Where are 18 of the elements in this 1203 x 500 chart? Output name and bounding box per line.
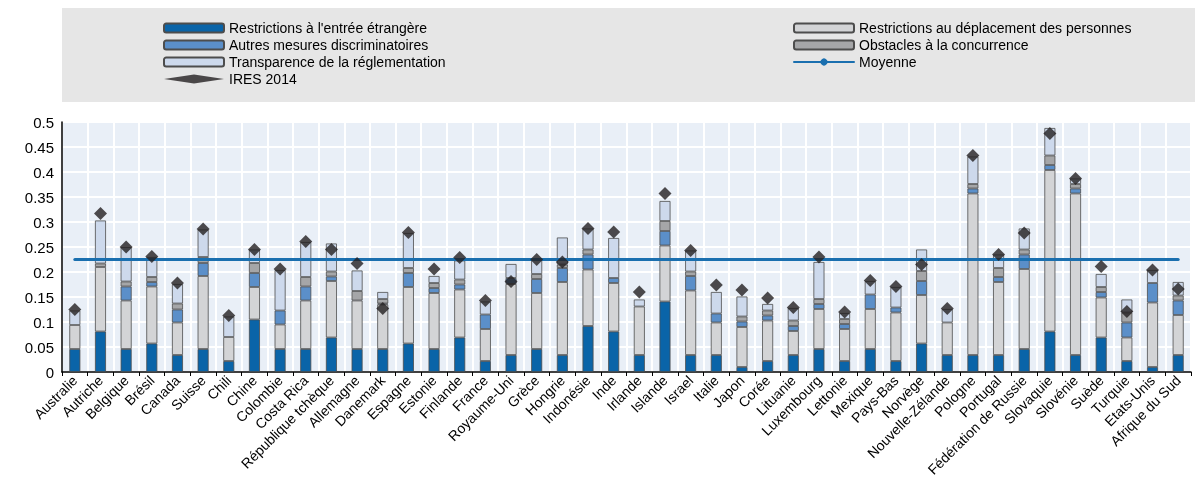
- y-tick-label: 0.5: [33, 113, 54, 131]
- legend-label: Autres mesures discriminatoires: [229, 37, 429, 53]
- legend-label: Restrictions à l'entrée étrangère: [229, 20, 428, 36]
- y-tick-label: 0.15: [24, 288, 54, 306]
- y-tick-label: 0.2: [33, 263, 54, 281]
- y-tick-label: 0.1: [33, 313, 54, 331]
- y-tick-label: 0: [45, 363, 54, 381]
- y-tick-label: 0.4: [33, 163, 54, 181]
- y-tick-label: 0.45: [24, 138, 54, 156]
- y-tick-label: 0.25: [24, 238, 54, 256]
- legend-label: Transparence de la réglementation: [229, 54, 446, 70]
- y-tick-label: 0.05: [24, 338, 54, 356]
- y-tick-label: 0.35: [24, 188, 54, 206]
- legend-label: Obstacles à la concurrence: [859, 37, 1029, 53]
- legend-label: Moyenne: [859, 54, 917, 70]
- y-tick-label: 0.3: [33, 213, 54, 231]
- legend-label: Restrictions au déplacement des personnes: [859, 20, 1132, 36]
- legend-label: IRES 2014: [229, 71, 297, 87]
